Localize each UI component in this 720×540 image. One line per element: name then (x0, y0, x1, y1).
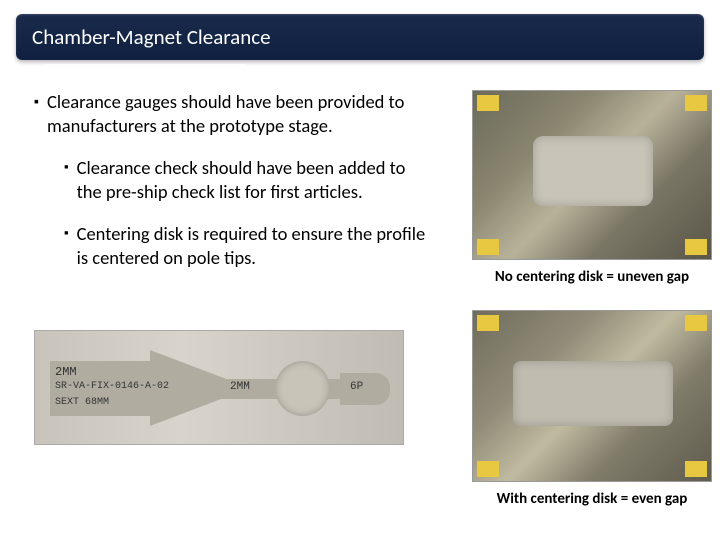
caption-even: With centering disk = even gap (472, 490, 712, 508)
yellow-tab (477, 95, 499, 111)
yellow-tab (477, 239, 499, 255)
title-underline (46, 64, 246, 66)
gauge-label-disc: 2MM (230, 381, 250, 393)
caption-uneven: No centering disk = uneven gap (472, 268, 712, 286)
yellow-tab (477, 461, 499, 477)
bullet-level2: ▪ Clearance check should have been added… (64, 156, 434, 204)
gauge-end (340, 373, 390, 405)
content-area: ▪ Clearance gauges should have been prov… (34, 90, 434, 288)
bullet-text: Centering disk is required to ensure the… (77, 222, 434, 270)
bullet-marker: ▪ (64, 156, 69, 204)
image-even-gap (472, 310, 712, 482)
yellow-tab (685, 239, 707, 255)
gauge-label-mm: 2MM (55, 365, 77, 379)
slide-title: Chamber-Magnet Clearance (32, 24, 271, 50)
gauge-label-serial: SR-VA-FIX-0146-A-02 (55, 381, 169, 392)
metal-jaw-shape (513, 361, 673, 426)
slide: Chamber-Magnet Clearance ▪ Clearance gau… (0, 0, 720, 540)
yellow-tab (477, 315, 499, 331)
bullet-level1: ▪ Clearance gauges should have been prov… (34, 90, 434, 138)
yellow-tab (685, 461, 707, 477)
bullet-marker: ▪ (64, 222, 69, 270)
metal-jaw-shape (533, 136, 653, 206)
image-uneven-gap (472, 90, 712, 260)
bullet-text: Clearance gauges should have been provid… (47, 90, 434, 138)
gauge-label-sext: SEXT 68MM (55, 397, 109, 408)
bullet-text: Clearance check should have been added t… (77, 156, 434, 204)
title-bar: Chamber-Magnet Clearance (16, 14, 704, 60)
gauge-label-end: 6P (350, 381, 363, 393)
yellow-tab (685, 95, 707, 111)
yellow-tab (685, 315, 707, 331)
bullet-level2: ▪ Centering disk is required to ensure t… (64, 222, 434, 270)
gauge-disc (275, 361, 330, 416)
bullet-marker: ▪ (34, 90, 39, 138)
image-gauge: 2MM SR-VA-FIX-0146-A-02 SEXT 68MM 2MM 6P (34, 330, 404, 445)
gauge-shape: 2MM SR-VA-FIX-0146-A-02 SEXT 68MM 2MM 6P (50, 351, 390, 426)
